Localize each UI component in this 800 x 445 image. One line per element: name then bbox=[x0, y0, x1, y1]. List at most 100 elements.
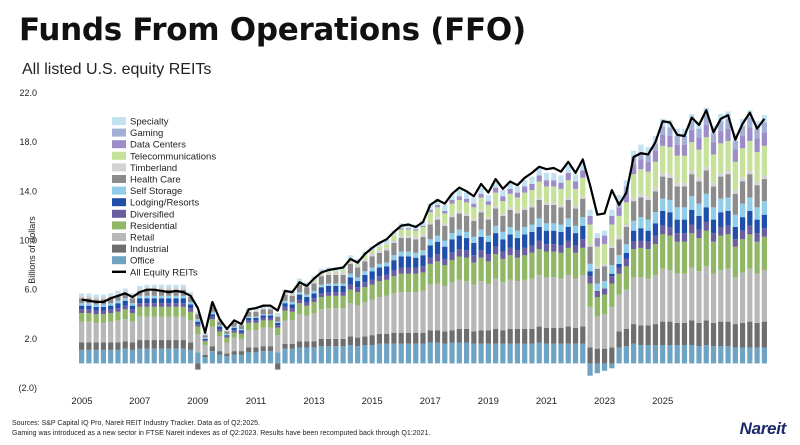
bar-segment-data-centers bbox=[609, 215, 615, 225]
bar-segment-health-care bbox=[536, 199, 542, 219]
bar-segment-gaming bbox=[660, 126, 666, 135]
bar-segment-office bbox=[275, 352, 281, 364]
bar-segment-timberland bbox=[391, 240, 397, 243]
bar-segment-self-storage bbox=[674, 207, 680, 220]
bar-segment-diversified bbox=[137, 303, 143, 307]
bar-segment-office bbox=[754, 347, 760, 364]
bar-segment-lodging-resorts bbox=[551, 230, 557, 245]
bar-segment-lodging-resorts bbox=[151, 298, 157, 304]
bar-segment-timberland bbox=[100, 297, 107, 300]
bar-segment-self-storage bbox=[478, 229, 484, 237]
bar-segment-specialty bbox=[405, 223, 412, 229]
bar-segment-office bbox=[144, 348, 150, 364]
bar-segment-residential bbox=[115, 311, 121, 321]
bar-segment-diversified bbox=[311, 298, 317, 302]
bar-segment-timberland bbox=[384, 247, 390, 251]
bar-segment-residential bbox=[304, 305, 310, 316]
bar-segment-lodging-resorts bbox=[340, 285, 346, 293]
bar-segment-diversified bbox=[514, 250, 521, 258]
bar-segment-self-storage bbox=[696, 203, 702, 216]
bar-segment-data-centers bbox=[652, 150, 659, 162]
bar-segment-health-care bbox=[296, 284, 303, 293]
bar-segment-diversified bbox=[122, 305, 128, 310]
bar-segment-retail bbox=[572, 278, 579, 328]
bar-segment-lodging-resorts bbox=[391, 260, 397, 270]
bar-segment-retail bbox=[536, 274, 542, 327]
bar-segment-telecommunications bbox=[493, 192, 499, 207]
bar-segment-timberland bbox=[543, 202, 550, 205]
bar-segment-health-care bbox=[420, 236, 426, 251]
bar-segment-industrial bbox=[500, 330, 506, 344]
bar-segment-diversified bbox=[224, 336, 230, 338]
bar-segment-timberland bbox=[725, 170, 731, 175]
bar-segment-industrial bbox=[587, 347, 593, 364]
bar-segment-health-care bbox=[195, 314, 201, 320]
bar-segment-retail bbox=[166, 316, 172, 341]
bar-segment-retail bbox=[696, 271, 702, 323]
x-tick-label: 2019 bbox=[478, 396, 499, 407]
bar-segment-office bbox=[391, 343, 397, 364]
bar-segment-self-storage bbox=[115, 300, 121, 304]
bar-segment-timberland bbox=[158, 287, 165, 290]
bar-segment-timberland bbox=[311, 281, 317, 284]
bar-segment-residential bbox=[449, 260, 455, 283]
bar-segment-health-care bbox=[594, 268, 600, 284]
bar-segment-specialty bbox=[384, 239, 390, 245]
bar-segment-retail bbox=[384, 295, 390, 334]
bar-segment-self-storage bbox=[79, 303, 85, 306]
bar-segment-data-centers bbox=[732, 149, 738, 162]
bar-segment-office bbox=[187, 349, 194, 364]
bar-segment-office bbox=[710, 346, 717, 364]
bar-segment-lodging-resorts bbox=[631, 230, 637, 242]
bar-segment-telecommunications bbox=[376, 246, 383, 251]
bar-segment-retail bbox=[485, 283, 491, 331]
bar-segment-office bbox=[681, 344, 688, 364]
bar-segment-retail bbox=[529, 278, 535, 329]
bar-segment-diversified bbox=[587, 276, 593, 284]
bar-segment-diversified bbox=[543, 244, 550, 252]
bar-segment-retail bbox=[710, 273, 717, 323]
bar-segment-timberland bbox=[115, 293, 121, 296]
bar-segment-telecommunications bbox=[551, 186, 557, 203]
x-tick-label: 2023 bbox=[594, 396, 615, 407]
bar-segment-residential bbox=[696, 238, 702, 272]
legend-label-diversified: Diversified bbox=[130, 209, 174, 220]
bar-segment-health-care bbox=[609, 247, 615, 266]
bar-segment-health-care bbox=[696, 181, 702, 204]
bar-segment-specialty bbox=[195, 311, 201, 314]
bar-segment-self-storage bbox=[681, 207, 688, 220]
bar-segment-diversified bbox=[144, 303, 150, 307]
bar-segment-health-care bbox=[478, 212, 484, 230]
bar-segment-self-storage bbox=[180, 295, 186, 299]
bar-segment-self-storage bbox=[420, 250, 426, 256]
bar-segment-health-care bbox=[253, 311, 259, 317]
bar-segment-timberland bbox=[427, 222, 433, 225]
bar-segment-residential bbox=[681, 241, 688, 274]
bar-segment-health-care bbox=[660, 176, 666, 199]
bar-segment-residential bbox=[434, 261, 441, 284]
x-tick-label: 2017 bbox=[420, 396, 441, 407]
bar-segment-residential bbox=[514, 257, 521, 282]
bar-segment-diversified bbox=[413, 267, 419, 274]
bar-segment-specialty bbox=[601, 230, 608, 236]
bar-segment-lodging-resorts bbox=[739, 217, 746, 231]
bar-segment-timberland bbox=[522, 207, 528, 210]
bar-segment-office bbox=[376, 343, 383, 364]
bar-segment-timberland bbox=[267, 308, 274, 310]
bar-segment-lodging-resorts bbox=[217, 326, 223, 329]
bar-segment-office bbox=[209, 351, 215, 364]
bar-segment-office bbox=[166, 348, 172, 364]
bar-segment-specialty bbox=[645, 147, 651, 155]
bar-segment-office bbox=[514, 343, 521, 364]
source-note-line: Sources: S&P Capital IQ Pro, Nareit REIT… bbox=[12, 420, 260, 427]
bar-segment-industrial bbox=[209, 346, 215, 352]
bar-segment-telecommunications bbox=[587, 224, 593, 245]
bar-segment-diversified bbox=[703, 222, 709, 231]
bar-segment-office bbox=[296, 347, 303, 364]
bar-segment-health-care bbox=[638, 197, 644, 218]
bar-segment-telecommunications bbox=[747, 140, 753, 171]
legend-label-retail: Retail bbox=[130, 233, 154, 244]
bar-segment-industrial bbox=[623, 329, 629, 347]
bar-segment-retail bbox=[355, 305, 361, 338]
bar-segment-data-centers bbox=[747, 127, 753, 141]
